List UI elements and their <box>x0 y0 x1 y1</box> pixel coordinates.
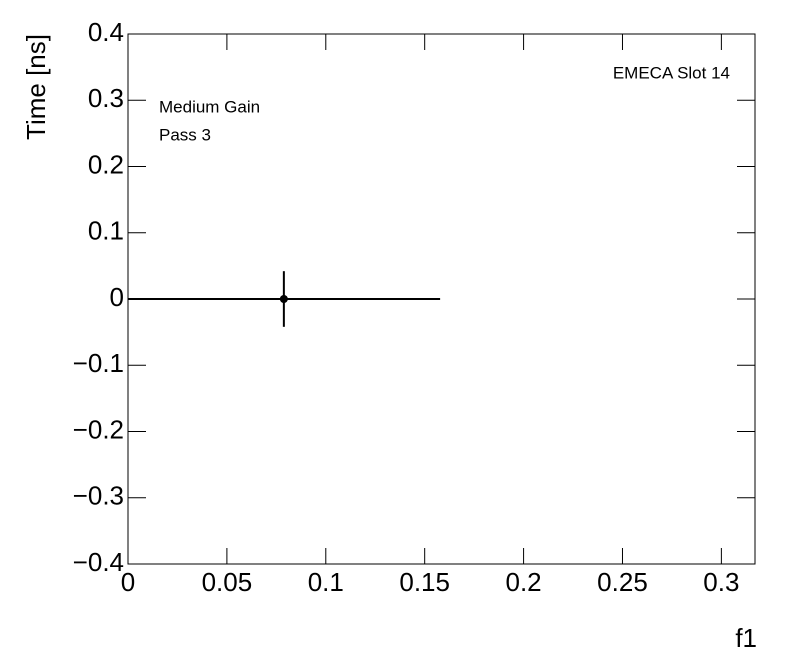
y-tick-label: 0.1 <box>88 216 124 246</box>
y-tick-label: −0.2 <box>73 414 124 444</box>
y-tick-label: 0.3 <box>88 83 124 113</box>
y-tick-label: 0.4 <box>88 17 124 47</box>
y-axis-label: Time [ns] <box>21 34 51 140</box>
x-tick-label: 0.2 <box>506 567 542 597</box>
y-tick-label: −0.4 <box>73 547 124 577</box>
y-tick-label: 0 <box>110 282 124 312</box>
y-tick-label: −0.1 <box>73 348 124 378</box>
x-tick-label: 0.05 <box>202 567 253 597</box>
y-tick-label: −0.3 <box>73 481 124 511</box>
y-tick-label: 0.2 <box>88 149 124 179</box>
x-tick-label: 0.1 <box>308 567 344 597</box>
x-tick-label: 0.15 <box>399 567 450 597</box>
x-tick-label: 0.3 <box>703 567 739 597</box>
annotation: EMECA Slot 14 <box>613 63 730 82</box>
x-tick-label: 0 <box>121 567 135 597</box>
x-tick-label: 0.25 <box>597 567 648 597</box>
x-axis-label: f1 <box>735 623 757 653</box>
annotation: Medium Gain <box>159 97 260 116</box>
data-point <box>279 295 288 303</box>
annotation: Pass 3 <box>159 125 211 144</box>
